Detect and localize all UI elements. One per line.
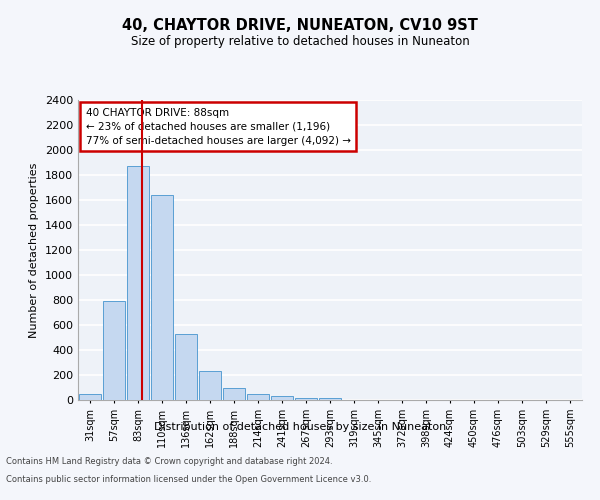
Bar: [223, 388, 245, 400]
Y-axis label: Number of detached properties: Number of detached properties: [29, 162, 40, 338]
Text: 40, CHAYTOR DRIVE, NUNEATON, CV10 9ST: 40, CHAYTOR DRIVE, NUNEATON, CV10 9ST: [122, 18, 478, 32]
Text: Contains HM Land Registry data © Crown copyright and database right 2024.: Contains HM Land Registry data © Crown c…: [6, 458, 332, 466]
Bar: [247, 394, 269, 400]
Bar: [319, 398, 341, 400]
Bar: [175, 334, 197, 400]
Text: Size of property relative to detached houses in Nuneaton: Size of property relative to detached ho…: [131, 35, 469, 48]
Bar: [151, 195, 173, 400]
Text: 40 CHAYTOR DRIVE: 88sqm
← 23% of detached houses are smaller (1,196)
77% of semi: 40 CHAYTOR DRIVE: 88sqm ← 23% of detache…: [86, 108, 350, 146]
Bar: [271, 396, 293, 400]
Bar: [79, 394, 101, 400]
Bar: [199, 371, 221, 400]
Text: Distribution of detached houses by size in Nuneaton: Distribution of detached houses by size …: [154, 422, 446, 432]
Bar: [103, 301, 125, 400]
Text: Contains public sector information licensed under the Open Government Licence v3: Contains public sector information licen…: [6, 475, 371, 484]
Bar: [295, 398, 317, 400]
Bar: [127, 166, 149, 400]
